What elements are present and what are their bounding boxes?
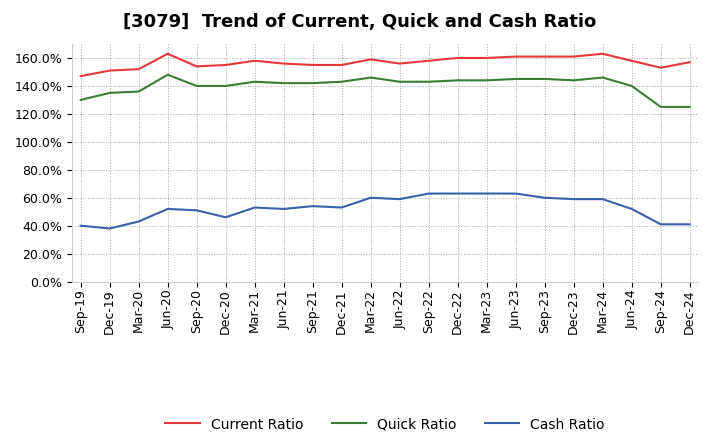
Current Ratio: [338, 62, 346, 68]
Cash Ratio: [454, 191, 462, 196]
Quick Ratio: [76, 97, 85, 103]
Quick Ratio: [424, 79, 433, 84]
Cash Ratio: [570, 197, 578, 202]
Quick Ratio: [454, 78, 462, 83]
Current Ratio: [482, 55, 491, 61]
Cash Ratio: [685, 222, 694, 227]
Cash Ratio: [598, 197, 607, 202]
Cash Ratio: [482, 191, 491, 196]
Cash Ratio: [221, 215, 230, 220]
Current Ratio: [627, 58, 636, 63]
Current Ratio: [541, 54, 549, 59]
Cash Ratio: [511, 191, 520, 196]
Current Ratio: [192, 64, 201, 69]
Quick Ratio: [395, 79, 404, 84]
Current Ratio: [424, 58, 433, 63]
Cash Ratio: [105, 226, 114, 231]
Current Ratio: [105, 68, 114, 73]
Quick Ratio: [308, 81, 317, 86]
Quick Ratio: [192, 83, 201, 88]
Quick Ratio: [627, 83, 636, 88]
Quick Ratio: [511, 76, 520, 81]
Cash Ratio: [424, 191, 433, 196]
Cash Ratio: [338, 205, 346, 210]
Cash Ratio: [657, 222, 665, 227]
Current Ratio: [251, 58, 259, 63]
Quick Ratio: [221, 83, 230, 88]
Current Ratio: [308, 62, 317, 68]
Cash Ratio: [279, 206, 288, 212]
Current Ratio: [279, 61, 288, 66]
Cash Ratio: [135, 219, 143, 224]
Text: [3079]  Trend of Current, Quick and Cash Ratio: [3079] Trend of Current, Quick and Cash …: [123, 13, 597, 31]
Quick Ratio: [657, 104, 665, 110]
Current Ratio: [570, 54, 578, 59]
Quick Ratio: [366, 75, 375, 80]
Quick Ratio: [541, 76, 549, 81]
Current Ratio: [163, 51, 172, 56]
Quick Ratio: [685, 104, 694, 110]
Quick Ratio: [135, 89, 143, 94]
Cash Ratio: [366, 195, 375, 200]
Line: Cash Ratio: Cash Ratio: [81, 194, 690, 228]
Line: Current Ratio: Current Ratio: [81, 54, 690, 76]
Cash Ratio: [163, 206, 172, 212]
Cash Ratio: [192, 208, 201, 213]
Cash Ratio: [251, 205, 259, 210]
Legend: Current Ratio, Quick Ratio, Cash Ratio: Current Ratio, Quick Ratio, Cash Ratio: [160, 412, 611, 437]
Current Ratio: [511, 54, 520, 59]
Quick Ratio: [338, 79, 346, 84]
Cash Ratio: [541, 195, 549, 200]
Current Ratio: [454, 55, 462, 61]
Quick Ratio: [251, 79, 259, 84]
Current Ratio: [366, 57, 375, 62]
Quick Ratio: [163, 72, 172, 77]
Quick Ratio: [105, 90, 114, 95]
Cash Ratio: [627, 206, 636, 212]
Quick Ratio: [279, 81, 288, 86]
Current Ratio: [135, 66, 143, 72]
Cash Ratio: [395, 197, 404, 202]
Current Ratio: [685, 59, 694, 65]
Cash Ratio: [308, 203, 317, 209]
Current Ratio: [221, 62, 230, 68]
Current Ratio: [76, 73, 85, 79]
Current Ratio: [657, 65, 665, 70]
Current Ratio: [395, 61, 404, 66]
Quick Ratio: [598, 75, 607, 80]
Cash Ratio: [76, 223, 85, 228]
Current Ratio: [598, 51, 607, 56]
Quick Ratio: [570, 78, 578, 83]
Line: Quick Ratio: Quick Ratio: [81, 75, 690, 107]
Quick Ratio: [482, 78, 491, 83]
